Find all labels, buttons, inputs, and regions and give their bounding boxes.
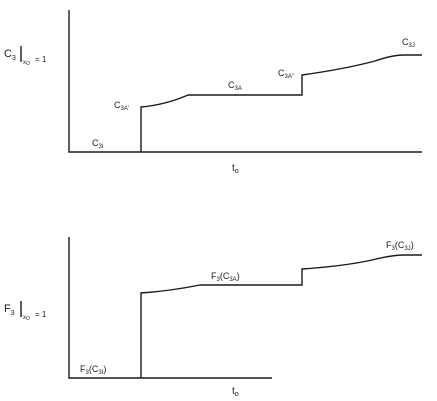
top-curve (140, 54, 422, 152)
top-axes (68, 10, 422, 153)
bottom-x-label: to (232, 386, 239, 398)
label-c3i: C3I (92, 138, 104, 150)
label-f3-c3i: F3(C3I) (80, 364, 106, 376)
bottom-y-label-cond: xO (23, 315, 30, 322)
label-f3-c3a: F3(C3A) (211, 271, 240, 283)
label-f3-c3j: F3(C3J) (386, 240, 414, 252)
top-chart: C3 xO = 1 to C3I C3A' C3A (4, 10, 422, 175)
label-c3a: C3A (228, 80, 242, 92)
label-c3a-prime: C3A' (114, 100, 129, 112)
bottom-chart: F3 xO = 1 to F3(C3I) F3(C3A) F3(C3J) (4, 237, 422, 398)
bottom-axes (68, 237, 272, 379)
label-c3j: C3J (402, 37, 415, 49)
top-y-label-eq: = 1 (35, 55, 47, 64)
label-c3a-dprime: C3A" (278, 68, 294, 80)
top-y-label: C3 (4, 48, 16, 62)
bottom-y-label: F3 (4, 303, 15, 317)
bottom-curve (140, 254, 422, 378)
top-y-label-cond: xO (23, 60, 30, 67)
top-x-label: to (232, 163, 239, 175)
bottom-y-label-eq: = 1 (35, 310, 47, 319)
